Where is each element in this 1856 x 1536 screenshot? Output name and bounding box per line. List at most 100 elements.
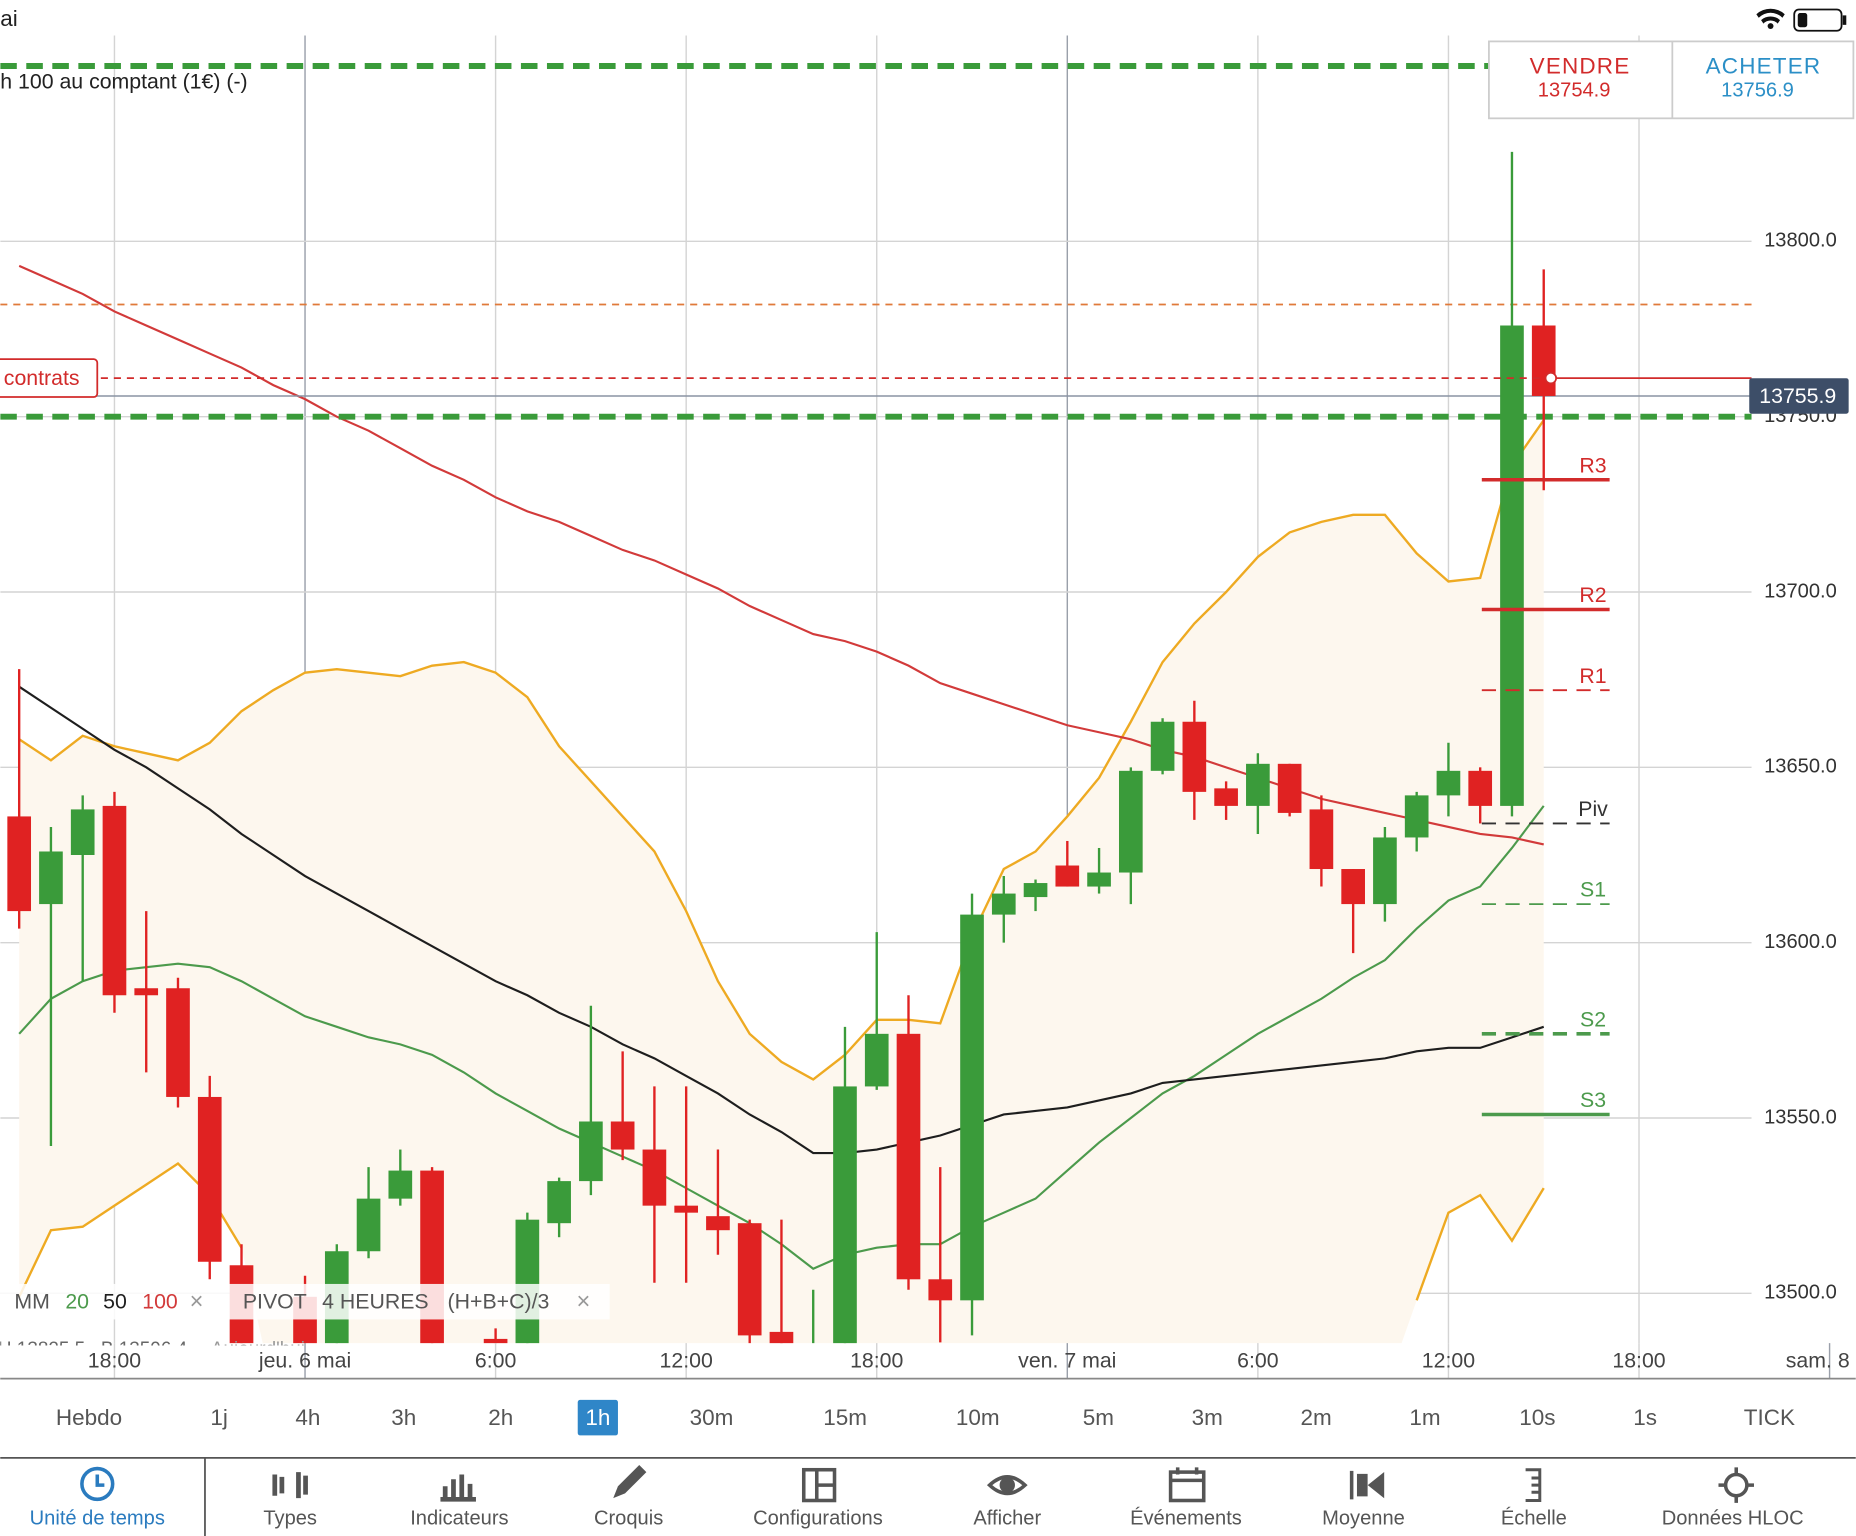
x-tick-label: sam. 8 m [1786,1349,1856,1373]
candle-body [1150,721,1175,771]
x-tick-label: 18:00 [850,1349,903,1373]
y-tick-label: 13500.0 [1764,1282,1837,1304]
toolbar-button[interactable]: Événements [1130,1507,1242,1530]
timeframe-button[interactable]: Hebdo [56,1405,122,1430]
candle-body [1087,872,1111,887]
candle-body [1023,883,1048,898]
timeframe-button[interactable]: 5m [1083,1405,1114,1430]
x-tick-label: 12:00 [660,1349,713,1373]
price-tag-label: 13755.9 [1759,384,1836,408]
toolbar-button[interactable]: Afficher [973,1508,1041,1530]
candle-body [896,1033,921,1280]
x-tick-label: 18:00 [1612,1349,1665,1373]
y-tick-label: 13650.0 [1764,756,1837,778]
timeframe-button[interactable]: 1s [1633,1405,1657,1430]
toolbar-button[interactable]: Types [263,1508,317,1530]
candle-body [70,809,95,855]
x-tick-label: 6:00 [1237,1349,1279,1373]
y-tick-label: 13550.0 [1764,1106,1837,1128]
x-tick-label: 18:00 [88,1349,141,1373]
battery-icon [1793,8,1847,32]
legend-mm: MM [14,1290,49,1314]
toolbar-button[interactable]: Échelle [1501,1507,1567,1530]
candle-body [166,988,190,1097]
timeframe-button[interactable]: 15m [823,1405,867,1430]
buy-label[interactable]: ACHETER [1706,53,1822,78]
toolbar-button[interactable]: Indicateurs [410,1508,508,1530]
price-tag [1749,378,1849,414]
candle-body [1246,763,1270,806]
candle-body [1531,325,1556,396]
legend-entry: 100 [142,1290,178,1314]
timeframe-button[interactable]: 2m [1301,1405,1332,1430]
order-tag[interactable] [0,358,99,398]
candle-body [1277,763,1302,813]
x-tick-label: 12:00 [1422,1349,1475,1373]
order-handle[interactable] [1544,371,1558,385]
instrument-title: h 100 au comptant (1€) (-) [0,69,247,93]
y-tick-label: 13800.0 [1764,230,1837,252]
candle-body [1341,869,1365,905]
close-icon[interactable]: × [577,1289,591,1315]
candle-body [1404,795,1429,838]
timeframe-button[interactable]: 2h [488,1405,513,1430]
candle-body [1436,770,1461,796]
candle-body [579,1121,603,1182]
candle-body [991,893,1016,915]
pivot-label: S1 [1580,878,1606,902]
pivot-label: Piv [1578,797,1608,821]
toolbar: Unité de temps Types Indicateurs Croquis Con… [30,1464,1804,1530]
candle-body [1373,837,1397,905]
candle-body [674,1205,699,1213]
x-tick-label: 6:00 [475,1349,517,1373]
timeframe-button[interactable]: 1j [210,1405,228,1430]
band-fill [19,420,1544,1344]
moving-average [18,685,1545,1155]
stats-row: H 13825.5 B 13596.4 Aujourd'hui [0,1339,305,1360]
stat: H 13825.5 [0,1339,85,1360]
wifi-icon [1756,8,1785,29]
candle-body [134,988,159,996]
toolbar-button[interactable]: Croquis [594,1508,663,1530]
candle-body [642,1149,667,1206]
candle-body [610,1121,635,1150]
toolbar-button[interactable]: Moyenne [1322,1508,1405,1530]
sell-price[interactable]: 13754.9 [1538,79,1611,101]
toolbar-button[interactable]: Unité de temps [30,1508,165,1530]
timeframe-button[interactable]: TICK [1744,1405,1795,1430]
candle-body [1182,721,1207,792]
timeframe-button[interactable]: 3h [391,1405,416,1430]
timeframe-button[interactable]: 10m [956,1405,1000,1430]
buy-price[interactable]: 13756.9 [1721,79,1794,101]
trade-box-frame [1488,40,1855,120]
timeframe-button[interactable]: 30m [690,1405,734,1430]
timeframe-button[interactable]: 3m [1192,1405,1223,1430]
y-tick-label: 13600.0 [1764,931,1837,953]
toolbar-button[interactable]: Configurations [753,1508,883,1530]
candle-body [7,816,32,912]
toolbar-button[interactable]: Données HLOC [1662,1508,1804,1530]
trade-box: VENDRE 13754.9 ACHETER 13756.9 [1488,40,1855,120]
pivot-label: S3 [1580,1088,1606,1112]
close-icon[interactable]: × [190,1289,204,1315]
timeframe-button[interactable]: 1m [1409,1405,1440,1430]
timeframe-bar: Hebdo 1j 4h 3h 2h 1h 30m 15m 10m 5m 3m 2m 1m 10s 1s TIC… [56,1399,1795,1436]
legend-pivot: PIVOT [243,1290,307,1314]
candle-body [1118,770,1143,873]
candle-body [1309,809,1334,870]
candle-body [1055,865,1080,887]
candle-body [483,1338,508,1344]
candle-body [356,1198,381,1252]
sell-label[interactable]: VENDRE [1530,53,1631,78]
candle-body [102,805,127,996]
y-tick-label: 13700.0 [1764,580,1837,602]
pivot-label: S2 [1580,1007,1606,1031]
timeframe-button[interactable]: 1h [585,1405,610,1430]
timeframe-button[interactable]: 10s [1519,1405,1555,1430]
stat: B 13596.4 [101,1339,187,1360]
timeframe-button[interactable]: 4h [295,1405,320,1430]
legend-entry: 20 [65,1290,89,1314]
x-tick-label: ven. 7 mai [1018,1349,1116,1373]
timeframe-highlight [577,1399,618,1436]
